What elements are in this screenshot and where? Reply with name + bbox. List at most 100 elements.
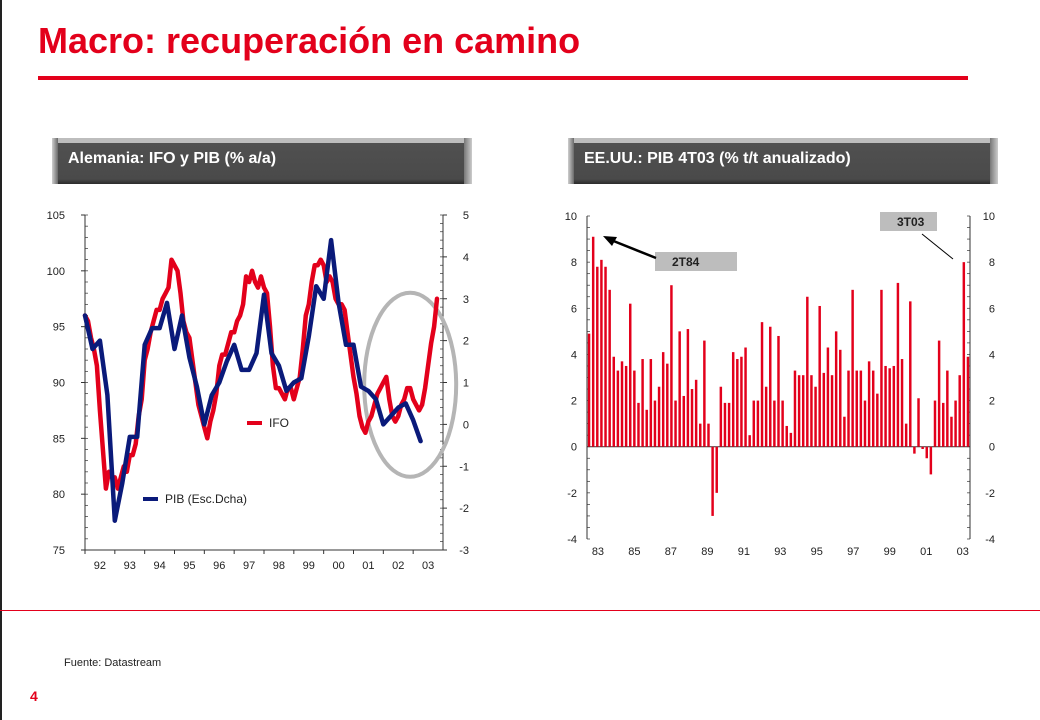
gdp-bar [629, 303, 632, 447]
gdp-bar [946, 370, 949, 447]
gdp-bar [715, 446, 718, 493]
gdp-bar [942, 402, 945, 447]
gdp-bar [810, 375, 813, 447]
right-y-tick-label: 3 [463, 294, 469, 306]
gdp-bar [637, 402, 640, 447]
x-tick-label: 97 [243, 560, 255, 572]
gdp-bar [670, 285, 673, 447]
gdp-bar [661, 352, 665, 447]
gdp-bar [839, 349, 842, 447]
gdp-bar [781, 400, 784, 447]
gdp-bar [855, 370, 858, 447]
left-y-tick-label: 0 [571, 442, 577, 454]
gdp-bar [645, 409, 648, 447]
gdp-bar [723, 402, 727, 447]
x-tick-label: 93 [774, 546, 786, 558]
left-y-tick-label: -2 [567, 488, 577, 500]
gdp-bar [587, 333, 591, 447]
gdp-bar [896, 282, 900, 447]
gdp-bar [777, 335, 780, 447]
gdp-bar [880, 289, 883, 447]
gdp-bar [826, 347, 830, 447]
gdp-bar [851, 289, 854, 447]
gdp-bar [591, 236, 595, 447]
right-y-tick-label: -1 [459, 461, 469, 473]
gdp-bar [620, 361, 624, 447]
x-tick-label: 87 [665, 546, 677, 558]
gdp-bar [674, 400, 677, 447]
gdp-bar [600, 259, 603, 447]
x-tick-label: 01 [362, 560, 374, 572]
right-y-tick-label: -4 [985, 534, 995, 546]
legend-label-ifo: IFO [269, 416, 289, 430]
gdp-bar [764, 386, 768, 447]
gdp-bar [917, 398, 920, 447]
gdp-bar [604, 266, 607, 447]
header-bevel-right [990, 138, 998, 184]
gdp-panel-title: EE.UU.: PIB 4T03 (% t/t anualizado) [584, 150, 851, 167]
gdp-bar [678, 331, 681, 447]
x-tick-label: 83 [592, 546, 604, 558]
gdp-bar [649, 359, 653, 447]
gdp-bar [925, 446, 928, 459]
gdp-bar [633, 370, 636, 447]
right-y-tick-label: 5 [463, 210, 469, 222]
gdp-bar [793, 370, 797, 447]
ifo-series-line [82, 257, 440, 491]
source-note: Fuente: Datastream [64, 657, 162, 669]
gdp-bar [711, 446, 714, 516]
x-tick-label: 93 [124, 560, 136, 572]
gdp-bar [744, 347, 747, 447]
annotation-label-2t84: 2T84 [672, 255, 700, 269]
page-number: 4 [30, 688, 38, 704]
gdp-bar [624, 365, 628, 447]
pib-series-line [82, 237, 423, 523]
gdp-bar [950, 416, 953, 447]
gdp-bar [929, 446, 933, 475]
gdp-bar [703, 340, 706, 447]
gdp-bar [904, 423, 908, 447]
right-y-tick-label: 2 [989, 396, 995, 408]
gdp-bar [785, 425, 788, 447]
gdp-bar [888, 368, 891, 447]
x-tick-label: 98 [273, 560, 285, 572]
right-y-tick-label: 6 [989, 303, 995, 315]
right-y-tick-label: 1 [463, 378, 469, 390]
gdp-panel-header: EE.UU.: PIB 4T03 (% t/t anualizado) [568, 138, 998, 184]
gdp-bar [892, 365, 896, 447]
right-y-tick-label: 4 [463, 252, 469, 264]
right-y-tick-label: 0 [989, 442, 995, 454]
x-tick-label: 95 [183, 560, 195, 572]
left-y-tick-label: 90 [53, 378, 65, 390]
x-tick-label: 89 [701, 546, 713, 558]
gdp-bar [699, 423, 702, 447]
gdp-bar [843, 416, 846, 447]
x-tick-label: 03 [957, 546, 969, 558]
gdp-bar [933, 400, 937, 447]
gdp-bar [789, 432, 793, 447]
gdp-bar [719, 386, 723, 447]
gdp-bar [913, 446, 916, 454]
gdp-bar [773, 400, 776, 447]
left-y-tick-label: 80 [53, 489, 65, 501]
gdp-bar [641, 359, 644, 447]
left-y-tick-label: 2 [571, 396, 577, 408]
gdp-bar [690, 389, 694, 447]
gdp-bar [748, 435, 751, 447]
x-tick-label: 00 [332, 560, 344, 572]
gdp-bar [682, 395, 686, 447]
gdp-bar [727, 402, 731, 447]
ifo-panel-title: Alemania: IFO y PIB (% a/a) [68, 150, 277, 167]
gdp-bar [954, 400, 957, 447]
gdp-bar [921, 446, 924, 450]
gdp-bar [937, 340, 941, 447]
gdp-bar [900, 359, 904, 447]
left-y-tick-label: 100 [47, 266, 65, 278]
gdp-bar [653, 400, 657, 447]
left-border-line [0, 0, 2, 720]
x-tick-label: 97 [847, 546, 859, 558]
x-tick-label: 01 [920, 546, 932, 558]
annotation-arrow-2t84 [610, 238, 657, 260]
gdp-bar [818, 305, 821, 447]
header-bevel-left [52, 138, 58, 184]
